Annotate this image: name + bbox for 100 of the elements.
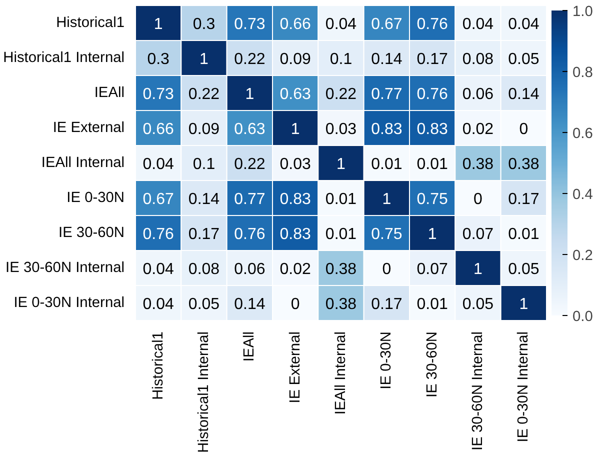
data-label: 0.38 — [462, 156, 494, 173]
data-label: 0.04 — [142, 296, 174, 313]
y-tick-label: IEAll — [94, 85, 125, 101]
x-tick-label: Historical1 — [150, 331, 166, 400]
data-label: 0.76 — [416, 86, 448, 103]
data-label: 0.22 — [188, 86, 220, 103]
data-label: 0.76 — [234, 226, 266, 243]
data-label: 0.05 — [188, 296, 220, 313]
data-label: 0.38 — [325, 261, 357, 278]
color-bar-label: 0.2 — [572, 248, 593, 264]
y-tick-label: IE 30-60N — [58, 225, 125, 241]
data-label: 0.77 — [234, 191, 266, 208]
data-label: 0.01 — [416, 156, 448, 173]
data-label: 0.01 — [325, 191, 357, 208]
data-label: 0.06 — [234, 261, 266, 278]
x-tick-label: IE 0-30N Internal — [516, 332, 532, 442]
data-label: 0.1 — [192, 156, 216, 173]
data-label: 0.05 — [508, 261, 540, 278]
data-label: 0.73 — [234, 16, 266, 33]
data-label: 0.01 — [508, 226, 540, 243]
data-label: 0.3 — [147, 51, 170, 68]
data-label: 0.75 — [416, 191, 448, 208]
data-label: 0 — [290, 296, 300, 313]
x-tick-label: IE 30-60N Internal — [470, 331, 486, 450]
data-label: 0.63 — [280, 86, 312, 103]
data-label: 0.66 — [142, 121, 174, 138]
data-label: 0.14 — [371, 51, 402, 68]
data-label: 0 — [382, 261, 392, 278]
data-label: 0.02 — [462, 121, 494, 138]
data-label: 0.14 — [188, 191, 220, 208]
data-label: 0.09 — [188, 121, 220, 138]
data-label: 1 — [200, 51, 209, 68]
data-label: 0.04 — [462, 16, 494, 33]
data-label: 0.66 — [280, 16, 312, 33]
color-bar-label: 0.8 — [572, 65, 593, 81]
data-label: 0.83 — [280, 191, 312, 208]
data-label: 1 — [245, 86, 254, 103]
x-tick-label: IE 0-30N — [378, 331, 395, 390]
data-label: 1 — [519, 296, 528, 313]
data-label: 0.38 — [325, 296, 357, 313]
data-label: 0.03 — [325, 121, 357, 138]
data-label: 0.04 — [508, 16, 540, 33]
data-label: 0.04 — [325, 16, 357, 33]
y-tick-label: IE 30-60N Internal — [6, 260, 125, 276]
y-tick-label: Historical1 — [56, 15, 125, 31]
y-tick-label: IEAll Internal — [41, 155, 124, 171]
data-label: 0.22 — [234, 51, 266, 68]
data-label: 0.63 — [234, 121, 266, 138]
data-label: 0.22 — [325, 86, 357, 103]
data-label: 0.76 — [416, 16, 448, 33]
data-label: 1 — [154, 16, 163, 33]
data-label: 0.3 — [192, 16, 216, 33]
data-label: 0.17 — [371, 296, 402, 313]
color-bar-label: 0.4 — [572, 187, 593, 203]
x-tick-label: IE External — [287, 332, 304, 404]
data-label: 0.83 — [371, 121, 402, 138]
data-label: 0.05 — [462, 296, 494, 313]
x-tick-label: IEAll Internal — [333, 332, 349, 415]
data-label: 0.14 — [508, 86, 540, 103]
data-label: 0.83 — [416, 121, 448, 138]
data-label: 0.07 — [462, 226, 494, 243]
data-label: 0.1 — [330, 51, 352, 68]
data-label: 0.06 — [462, 86, 494, 103]
data-label: 0.01 — [325, 226, 357, 243]
data-label: 0.08 — [462, 51, 494, 68]
data-label: 1 — [474, 261, 483, 278]
color-bar-label: 0.6 — [572, 126, 593, 142]
data-label: 1 — [336, 156, 346, 173]
data-label: 0.03 — [280, 156, 312, 173]
data-label: 0.75 — [371, 226, 402, 243]
x-tick-label: IE 30-60N — [424, 331, 440, 398]
data-label: 0.83 — [280, 226, 312, 243]
color-bar-label: 0.0 — [572, 309, 593, 325]
x-tick-label: IEAll — [242, 331, 258, 362]
data-label: 0.38 — [508, 156, 540, 173]
data-label: 0.17 — [188, 226, 220, 243]
data-label: 0 — [474, 191, 483, 208]
data-label: 0.14 — [234, 296, 266, 313]
data-label: 0.08 — [188, 261, 220, 278]
data-label: 0.17 — [416, 51, 448, 68]
data-label: 0.73 — [142, 86, 174, 103]
data-label: 0.04 — [142, 261, 174, 278]
data-label: 0.67 — [142, 191, 174, 208]
data-label: 0.02 — [280, 261, 312, 278]
data-label: 0.77 — [371, 86, 402, 103]
data-label: 0.07 — [416, 261, 448, 278]
data-label: 0.76 — [142, 226, 174, 243]
data-label: 1 — [290, 121, 300, 138]
data-label: 0.09 — [280, 51, 312, 68]
data-label: 0.22 — [234, 156, 266, 173]
data-label: 0.01 — [371, 156, 402, 173]
data-label: 0.04 — [142, 156, 174, 173]
data-label: 0 — [519, 121, 528, 138]
data-label: 0.17 — [508, 191, 540, 208]
data-label: 0.67 — [371, 16, 402, 33]
data-label: 0.05 — [508, 51, 540, 68]
data-label: 1 — [428, 226, 437, 243]
x-tick-label: Historical1 Internal — [196, 331, 212, 453]
data-label: 1 — [382, 191, 392, 208]
color-bar-label: 1.0 — [572, 4, 593, 20]
